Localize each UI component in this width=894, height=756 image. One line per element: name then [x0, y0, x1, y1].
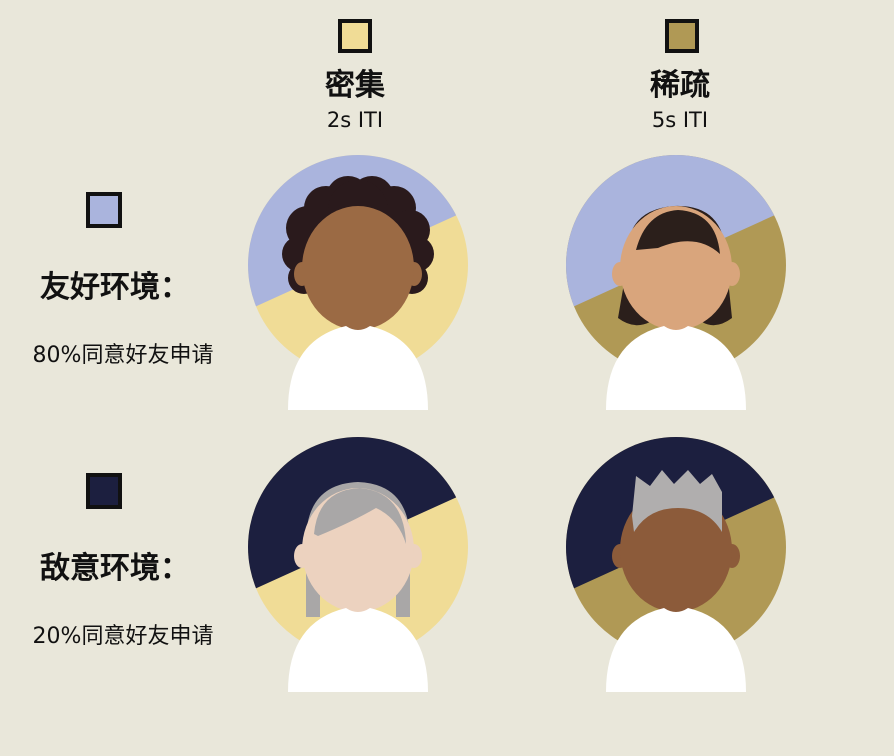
column-title-dense: 密集 [325, 68, 385, 103]
avatar-curly-hair [248, 155, 468, 410]
friendly-color-swatch [86, 192, 122, 228]
dense-color-swatch [338, 19, 372, 53]
column-subtitle-sparse: 5s ITI [651, 108, 709, 132]
avatar-shirt [606, 326, 746, 410]
avatar-face [620, 488, 732, 612]
avatar-shirt [288, 326, 428, 410]
row-title-friendly: 友好环境： [40, 270, 190, 305]
avatar-long-gray-hair [248, 437, 468, 692]
avatar-bob-hair [566, 155, 786, 410]
avatar-face [302, 206, 414, 330]
avatar-shirt [288, 608, 428, 692]
column-subtitle-dense: 2s ITI [326, 108, 384, 132]
row-subtitle-hostile: 20%同意好友申请 [32, 624, 214, 649]
avatar-shirt [606, 608, 746, 692]
sparse-color-swatch [665, 19, 699, 53]
column-title-sparse: 稀疏 [650, 68, 710, 103]
hostile-color-swatch [86, 473, 122, 509]
row-title-hostile: 敌意环境： [40, 551, 190, 586]
row-subtitle-friendly: 80%同意好友申请 [32, 343, 214, 368]
avatar-short-gray-hair [566, 437, 786, 692]
